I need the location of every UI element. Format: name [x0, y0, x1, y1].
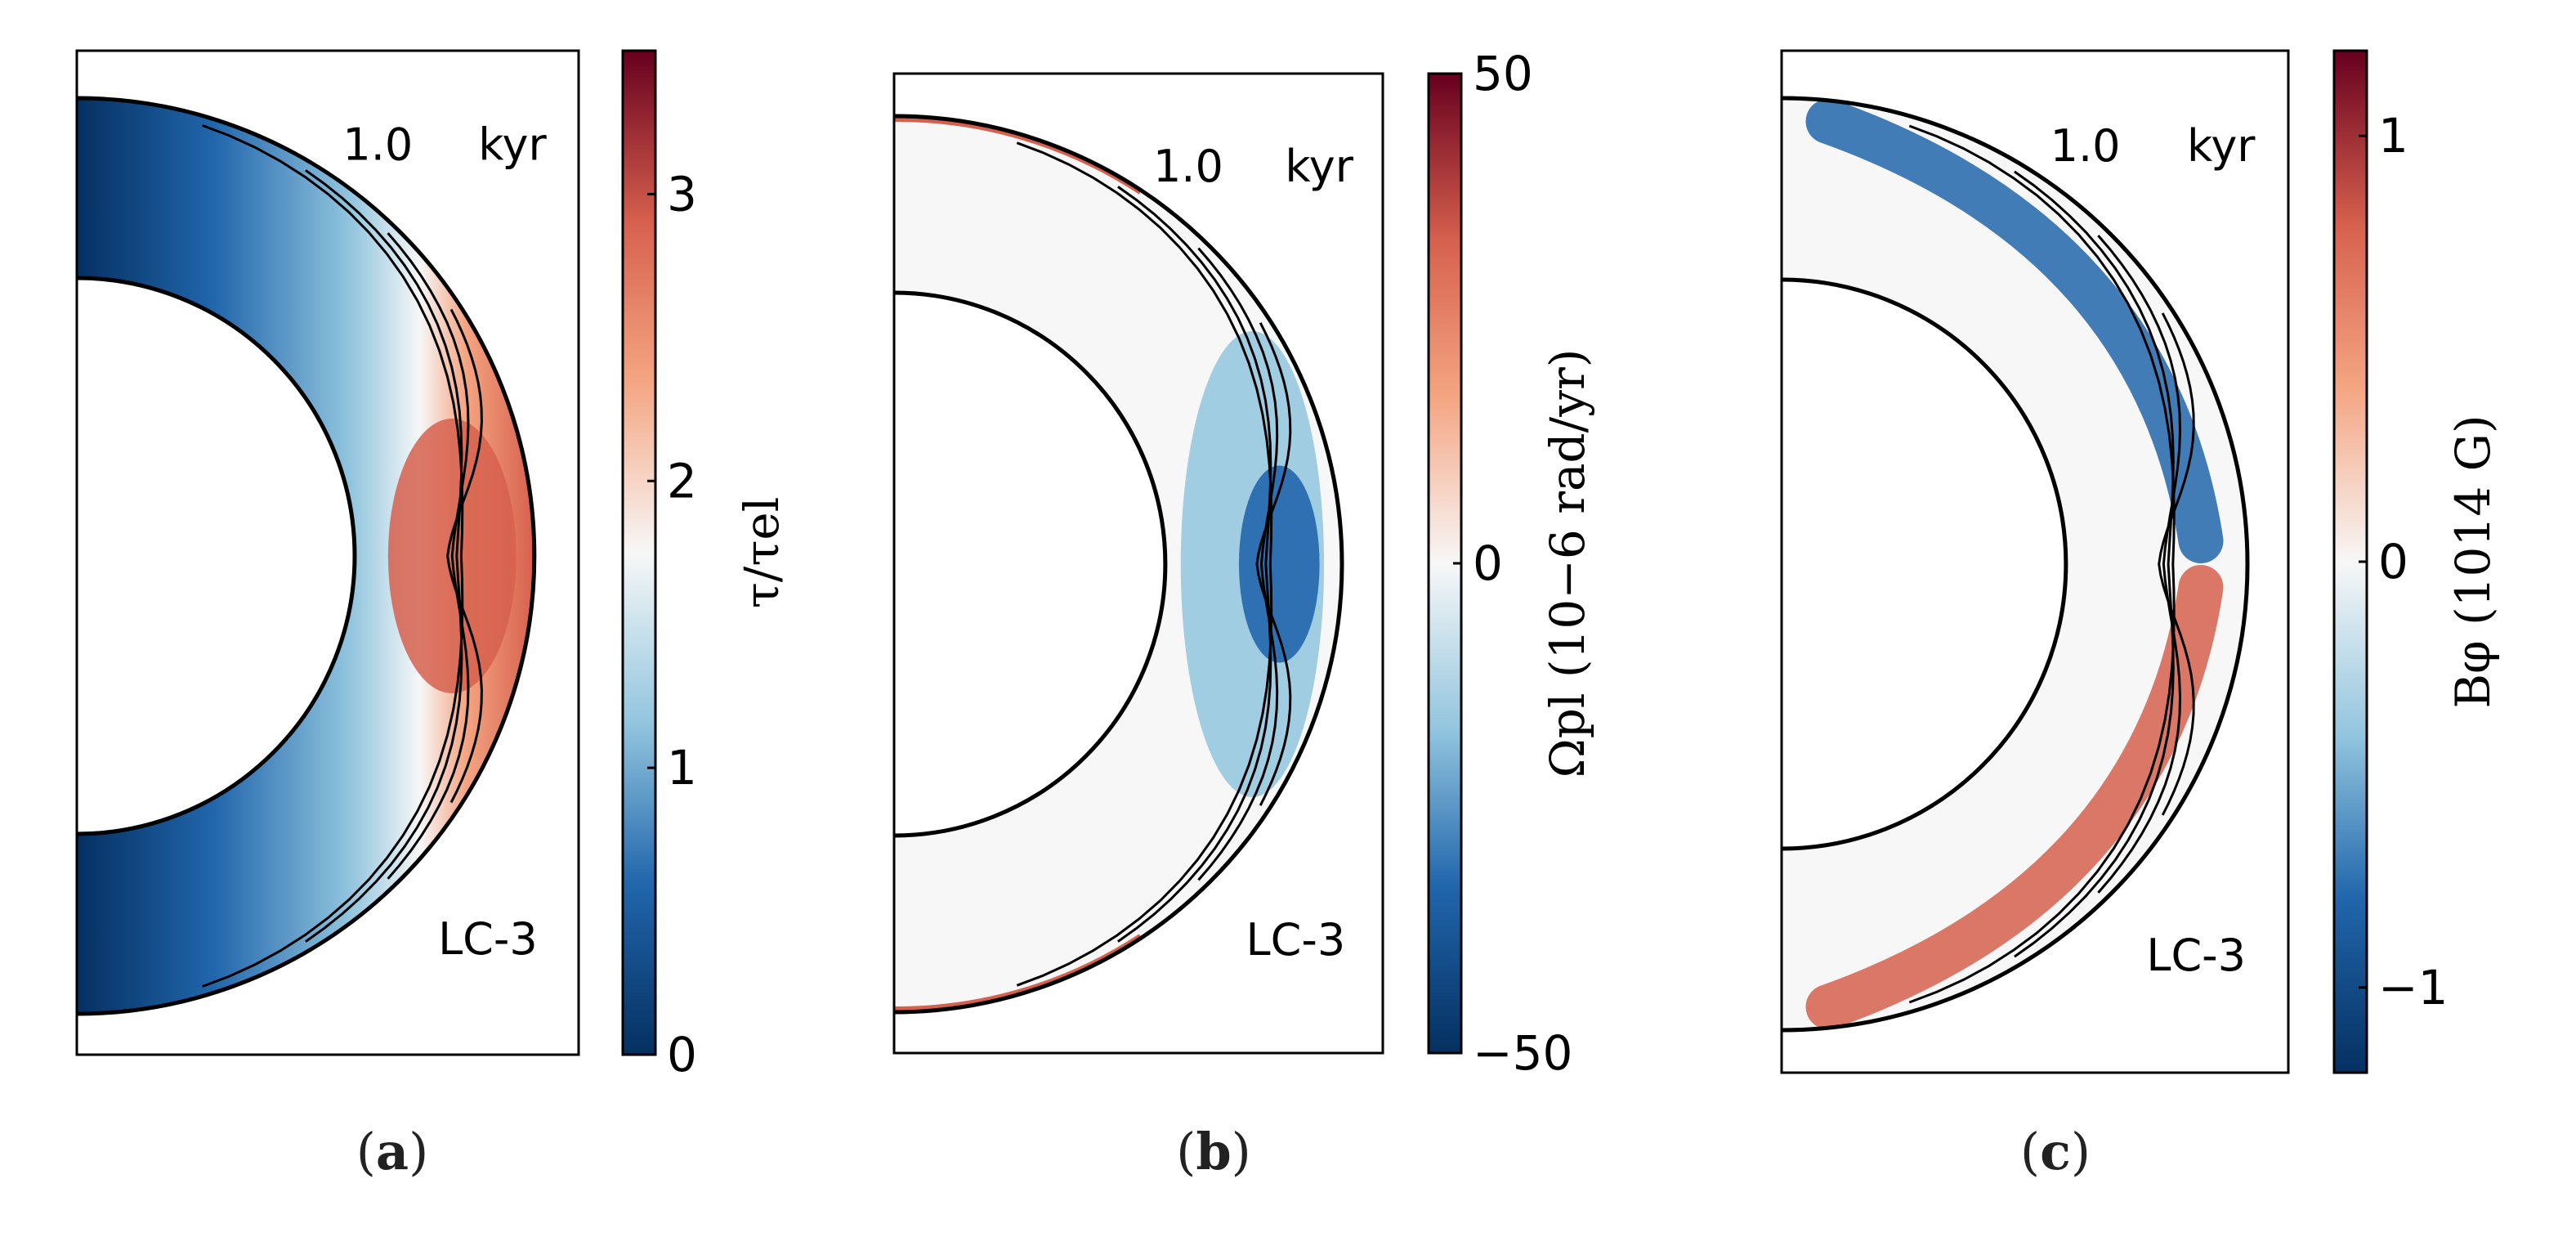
inner-boundary	[894, 290, 1168, 838]
panel-b-field-lines	[1016, 141, 1292, 987]
panel-b-frame	[892, 72, 1384, 1055]
panel-b: 1.0 kyr LC-3 −50 0 50 Ωpl (10−6 rad/yr)	[892, 46, 1595, 1081]
colorbar-tick-label: 50	[1473, 46, 1533, 101]
positive-rim-north	[894, 116, 1143, 195]
field-line	[387, 232, 470, 880]
colorbar-tick-label: 2	[667, 453, 697, 509]
outer-boundary	[1782, 96, 2250, 1033]
field-line	[1016, 141, 1273, 987]
colorbar-tick-label: 0	[667, 1027, 697, 1082]
colorbar-tick-label: 1	[2378, 108, 2408, 164]
field-line	[202, 123, 464, 988]
time-label: 1.0	[2051, 120, 2121, 172]
field-line	[2158, 312, 2195, 816]
panel-c-field-lines	[1908, 124, 2195, 1004]
field-line	[1117, 186, 1272, 943]
panel-c-field	[1782, 96, 2250, 1033]
negative-core	[1238, 465, 1320, 663]
panel-a-caption-letter: a	[375, 1122, 409, 1181]
crust-gradient	[77, 98, 534, 1014]
outer-boundary	[894, 114, 1344, 1015]
colorbar-tick-label: −50	[1473, 1025, 1572, 1081]
field-line	[2097, 235, 2182, 894]
panel-a-frame	[75, 49, 580, 1056]
panel-a-field	[77, 96, 537, 1016]
time-label: 1.0	[1153, 141, 1223, 192]
colorbar-tick-label: −1	[2378, 960, 2449, 1015]
panel-a-field-lines	[202, 123, 483, 988]
colorbar-label: Ωpl (10−6 rad/yr)	[1540, 349, 1595, 778]
panel-b-field	[894, 114, 1344, 1015]
model-label: LC-3	[1246, 914, 1346, 966]
inner-boundary	[77, 276, 357, 836]
crust-base	[894, 116, 1342, 1012]
colorbar-label: τ/τel	[734, 497, 789, 609]
panel-b-caption-letter: b	[1196, 1122, 1232, 1181]
panel-a: 1.0 kyr LC-3 0 1 2 3 τ/τel	[75, 49, 789, 1082]
panel-b-caption: (b)	[1176, 1122, 1251, 1181]
field-line	[305, 169, 463, 943]
outer-boundary	[77, 96, 537, 1016]
field-line	[1908, 124, 2176, 1004]
time-unit: kyr	[2187, 120, 2256, 172]
panel-c-frame	[1780, 49, 2290, 1074]
time-label: 1.0	[342, 119, 413, 171]
inner-boundary	[1782, 277, 2068, 851]
panel-a-caption: (a)	[356, 1122, 429, 1181]
panel-c-caption: (c)	[2019, 1122, 2091, 1181]
panel-c: 1.0 kyr LC-3 −1 0 1 Bφ (1014 G)	[1780, 49, 2501, 1074]
colorbar-tick-label: 0	[1473, 536, 1503, 591]
colorbar-label: Bφ (1014 G)	[2445, 415, 2501, 708]
colorbar-tick-label: 0	[2378, 534, 2408, 589]
field-line	[2014, 170, 2175, 958]
colorbar-tick-label: 1	[667, 740, 697, 796]
panel-a-colorbar	[621, 49, 657, 1056]
positive-rim-south	[894, 934, 1143, 1012]
negative-band	[1805, 99, 2224, 563]
field-line	[1255, 322, 1292, 806]
model-label: LC-3	[438, 913, 538, 965]
positive-band	[1805, 565, 2224, 1029]
colorbar-tick-label: 3	[667, 166, 697, 222]
time-unit: kyr	[478, 119, 547, 171]
model-label: LC-3	[2146, 930, 2246, 981]
panel-c-caption-letter: c	[2040, 1122, 2071, 1181]
field-line	[446, 308, 483, 804]
field-line	[1197, 247, 1279, 881]
panels: 1.0 kyr LC-3 0 1 2 3 τ/τel 1.0 kyr LC-3 −50 0 50 Ωpl (…	[75, 46, 2501, 1082]
time-unit: kyr	[1285, 141, 1353, 192]
